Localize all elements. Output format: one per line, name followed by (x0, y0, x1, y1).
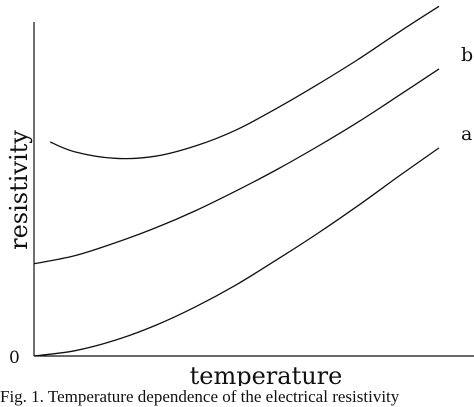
figure-caption: Fig. 1. Temperature dependence of the el… (0, 387, 400, 406)
series-label-c: c (461, 0, 472, 3)
x-axis-label: temperature (190, 362, 343, 386)
series-line-c (49, 5, 440, 160)
resistivity-temperature-chart: 0 resistivity temperature a b c (5, 0, 474, 386)
series-line-b (33, 68, 440, 265)
y-axis-label: resistivity (5, 130, 33, 250)
series-label-a: a (461, 123, 472, 145)
series-label-b: b (461, 44, 473, 66)
series-line-a (33, 147, 440, 357)
y-tick-label-0: 0 (9, 348, 20, 368)
series-layer: a b c (33, 0, 473, 357)
